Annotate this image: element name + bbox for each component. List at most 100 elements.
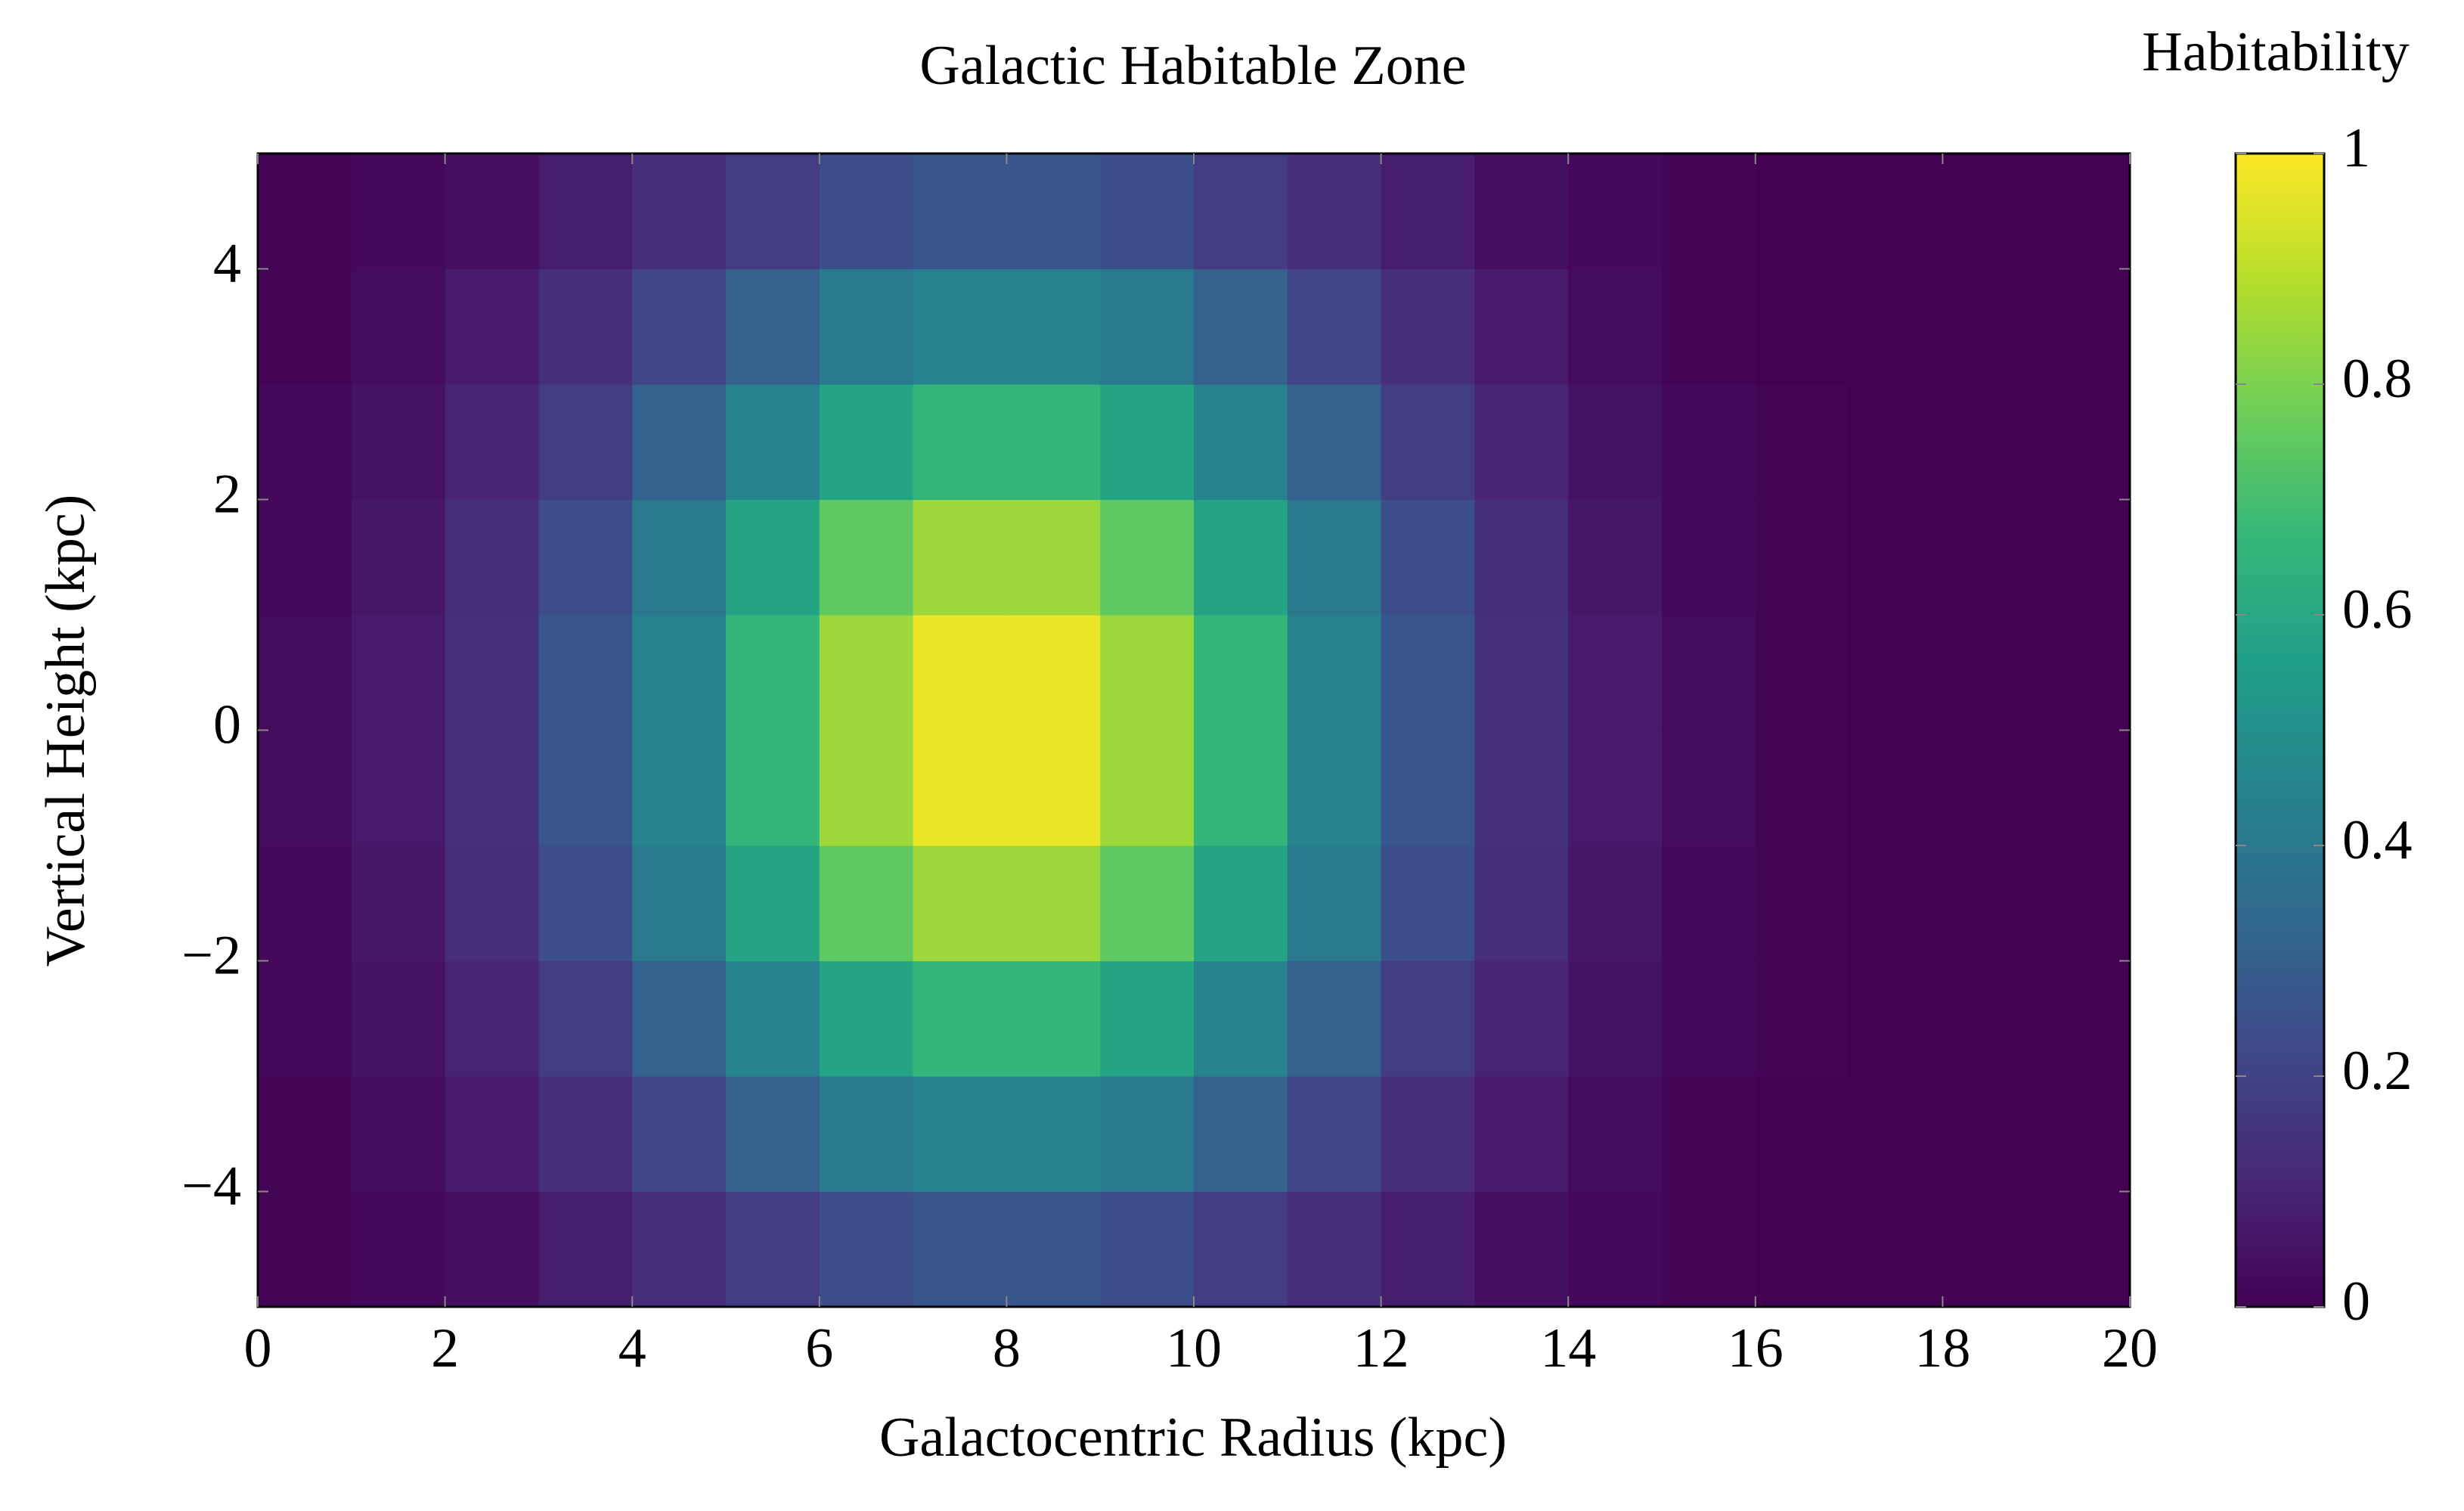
heatmap-cell: [1194, 960, 1288, 1077]
heatmap-cell: [1381, 845, 1475, 962]
heatmap-cell: [1194, 384, 1288, 501]
x-tick-label: 14: [1540, 1317, 1596, 1379]
heatmap-cell: [1755, 154, 1850, 270]
heatmap-cell: [632, 960, 727, 1077]
heatmap-cell: [819, 730, 914, 846]
heatmap-cell: [445, 499, 539, 616]
heatmap-cell: [1849, 268, 1943, 385]
heatmap-cell: [1568, 845, 1663, 962]
heatmap-cell: [1662, 154, 1756, 270]
heatmap-cell: [1381, 268, 1475, 385]
x-tick-label: 6: [805, 1317, 833, 1379]
heatmap-cell: [1474, 499, 1569, 616]
heatmap-cell: [1287, 615, 1382, 731]
heatmap-cell: [1194, 1076, 1288, 1193]
heatmap-cell: [819, 154, 914, 270]
heatmap-cell: [1287, 1191, 1382, 1308]
x-tick-label: 2: [431, 1317, 459, 1379]
heatmap-cell: [1474, 960, 1569, 1077]
heatmap-cell: [445, 1191, 539, 1308]
y-tick-label: −2: [181, 924, 241, 986]
heatmap-cell: [351, 960, 446, 1077]
heatmap-cell: [1568, 1076, 1663, 1193]
heatmap-cell: [726, 845, 820, 962]
heatmap-cell: [1849, 615, 1943, 731]
heatmap-cell: [1194, 499, 1288, 616]
heatmap-cell: [258, 960, 352, 1077]
heatmap-cell: [538, 268, 633, 385]
heatmap-cell: [1100, 1191, 1195, 1308]
heatmap-cell: [2036, 268, 2131, 385]
heatmap-cell: [1194, 1191, 1288, 1308]
heatmap-cell: [1194, 845, 1288, 962]
heatmap-cell: [445, 154, 539, 270]
heatmap-cell: [1942, 384, 2037, 501]
heatmap-cell: [1849, 499, 1943, 616]
heatmap-cell: [351, 384, 446, 501]
heatmap-cell: [1662, 1191, 1756, 1308]
heatmap-cell: [913, 960, 1007, 1077]
heatmap-cell: [2036, 960, 2131, 1077]
heatmap-cell: [258, 154, 352, 270]
x-tick-label: 0: [244, 1317, 272, 1379]
heatmap-cell: [1287, 730, 1382, 846]
heatmap-cell: [913, 499, 1007, 616]
heatmap-cell: [1662, 384, 1756, 501]
heatmap-cell: [1942, 615, 2037, 731]
y-tick-label: 2: [213, 463, 241, 525]
heatmap-cell: [1942, 499, 2037, 616]
heatmap-cell: [1474, 154, 1569, 270]
heatmap-cell: [819, 1191, 914, 1308]
colorbar-tick-label: 0.4: [2342, 809, 2413, 871]
heatmap-cell: [351, 499, 446, 616]
heatmap-cell: [726, 615, 820, 731]
heatmap-cell: [913, 384, 1007, 501]
heatmap-cell: [1662, 1076, 1756, 1193]
chart-title: Galactic Habitable Zone: [919, 35, 1466, 97]
heatmap-cell: [445, 268, 539, 385]
heatmap-cell: [726, 730, 820, 846]
heatmap-cell: [445, 960, 539, 1077]
heatmap-cell: [1849, 1191, 1943, 1308]
heatmap-cell: [1381, 1076, 1475, 1193]
heatmap-cell: [538, 1076, 633, 1193]
heatmap-cell: [1755, 615, 1850, 731]
y-tick-label: 0: [213, 693, 241, 756]
heatmap-cell: [1287, 1076, 1382, 1193]
heatmap-cell: [1474, 1076, 1569, 1193]
heatmap-cell: [1662, 730, 1756, 846]
heatmap-cell: [1006, 384, 1101, 501]
heatmap-cell: [1755, 268, 1850, 385]
colorbar-tick-label: 0.8: [2342, 348, 2413, 410]
heatmap-cell: [1662, 845, 1756, 962]
heatmap-cell: [726, 499, 820, 616]
heatmap-cell: [726, 1191, 820, 1308]
heatmap-cell: [819, 1076, 914, 1193]
x-tick-label: 20: [2102, 1317, 2158, 1379]
heatmap-cell: [258, 499, 352, 616]
heatmap-cell: [1100, 1076, 1195, 1193]
heatmap-cell: [1568, 1191, 1663, 1308]
heatmap-cell: [1381, 615, 1475, 731]
heatmap-cell: [1474, 845, 1569, 962]
heatmap-cell: [538, 845, 633, 962]
heatmap-cell: [1100, 154, 1195, 270]
heatmap-cell: [1662, 499, 1756, 616]
colorbar-tick-label: 0.2: [2342, 1040, 2413, 1102]
heatmap-cell: [2036, 615, 2131, 731]
heatmap-cell: [1006, 730, 1101, 846]
heatmap-cell: [1568, 499, 1663, 616]
heatmap-cell: [1006, 268, 1101, 385]
heatmap-cell: [2036, 730, 2131, 846]
heatmap-cell: [538, 730, 633, 846]
heatmap-cell: [1287, 268, 1382, 385]
heatmap-cell: [1194, 268, 1288, 385]
heatmap-cell: [1755, 384, 1850, 501]
heatmap-cell: [1662, 960, 1756, 1077]
heatmap-cell: [1662, 268, 1756, 385]
heatmap-cell: [1194, 615, 1288, 731]
heatmap-cell: [1942, 845, 2037, 962]
x-tick-label: 8: [993, 1317, 1021, 1379]
heatmap-cell: [538, 960, 633, 1077]
heatmap-cell: [1100, 730, 1195, 846]
